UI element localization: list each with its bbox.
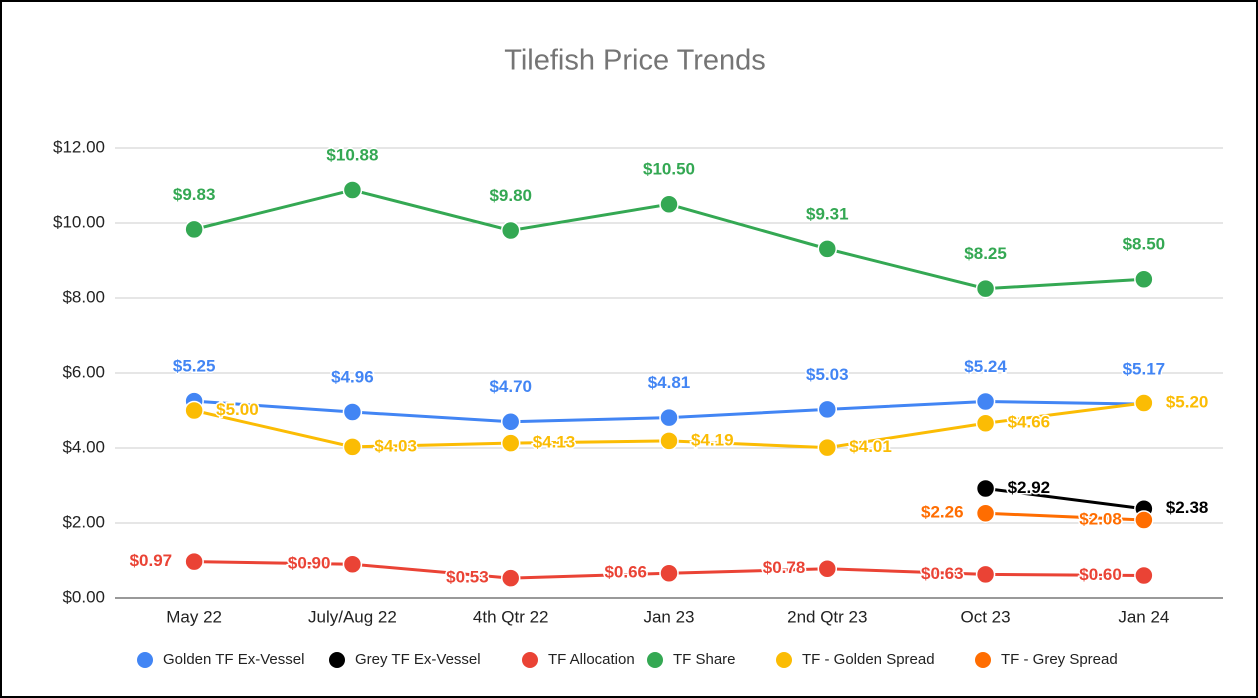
data-label: $9.80 xyxy=(489,186,532,205)
x-tick-label: Jan 24 xyxy=(1118,607,1169,626)
data-label: $2.08 xyxy=(1079,509,1122,528)
data-label: $5.25 xyxy=(173,357,216,376)
y-tick-label: $4.00 xyxy=(62,437,105,456)
data-label: $8.25 xyxy=(964,244,1007,263)
legend-label: TF Share xyxy=(673,651,736,668)
data-point xyxy=(975,278,996,299)
data-point xyxy=(659,194,679,214)
x-tick-label: 2nd Qtr 23 xyxy=(787,607,867,626)
data-point xyxy=(817,559,838,579)
series-line xyxy=(985,511,1144,522)
legend-marker xyxy=(522,652,538,668)
x-tick-label: July/Aug 22 xyxy=(308,607,397,626)
legend-label: Golden TF Ex-Vessel xyxy=(163,651,304,668)
data-label: $4.96 xyxy=(331,367,374,386)
data-label: $4.81 xyxy=(648,373,691,392)
x-tick-label: 4th Qtr 22 xyxy=(473,607,549,626)
data-label: $9.83 xyxy=(173,185,216,204)
y-tick-label: $10.00 xyxy=(53,212,105,231)
data-point xyxy=(500,220,521,241)
data-point xyxy=(975,503,996,523)
data-label: $0.78 xyxy=(763,558,806,577)
data-label: $4.70 xyxy=(489,377,532,396)
data-point xyxy=(184,400,204,421)
data-label: $2.38 xyxy=(1166,498,1209,517)
data-label: $0.66 xyxy=(604,563,647,582)
data-label: $5.24 xyxy=(964,357,1007,376)
data-point xyxy=(1134,393,1154,413)
series-line xyxy=(985,487,1145,511)
data-point xyxy=(975,413,996,433)
data-point xyxy=(975,391,996,412)
y-tick-label: $0.00 xyxy=(62,587,105,606)
legend-label: TF Allocation xyxy=(548,651,635,668)
data-point xyxy=(975,478,996,499)
data-point xyxy=(659,563,679,583)
data-label: $10.88 xyxy=(326,145,378,164)
data-label: $4.03 xyxy=(374,436,417,455)
data-label: $2.26 xyxy=(921,503,964,522)
data-label: $5.03 xyxy=(806,365,849,384)
data-point xyxy=(817,437,838,458)
data-label: $0.53 xyxy=(446,568,489,587)
data-label: $4.13 xyxy=(533,433,576,452)
data-label: $5.17 xyxy=(1123,360,1166,379)
x-tick-label: Jan 23 xyxy=(643,607,694,626)
data-label: $0.63 xyxy=(921,564,964,583)
data-point xyxy=(659,407,679,428)
data-point xyxy=(342,180,363,200)
data-point xyxy=(1134,269,1154,289)
data-point xyxy=(817,239,838,259)
data-point xyxy=(817,399,838,420)
chart-title: Tilefish Price Trends xyxy=(504,45,766,77)
legend-label: Grey TF Ex-Vessel xyxy=(355,651,481,668)
legend-marker xyxy=(329,652,345,668)
y-tick-label: $8.00 xyxy=(62,287,105,306)
x-tick-label: Oct 23 xyxy=(961,607,1011,626)
data-point xyxy=(1134,565,1154,586)
data-point xyxy=(342,554,363,574)
data-label: $9.31 xyxy=(806,204,849,223)
data-point xyxy=(500,412,521,432)
data-label: $4.01 xyxy=(849,437,892,456)
y-tick-label: $6.00 xyxy=(62,362,105,381)
legend-marker xyxy=(776,652,792,668)
data-label: $8.50 xyxy=(1123,235,1166,254)
legend-marker xyxy=(975,652,991,668)
data-point xyxy=(342,402,363,422)
data-label: $5.20 xyxy=(1166,392,1209,411)
data-point xyxy=(184,219,204,240)
legend-label: TF - Golden Spread xyxy=(802,651,935,668)
legend-marker xyxy=(137,652,153,668)
x-tick-label: May 22 xyxy=(166,607,222,626)
data-point xyxy=(500,568,521,588)
legend-marker xyxy=(647,652,663,668)
data-label: $0.97 xyxy=(130,551,173,570)
data-point xyxy=(342,437,363,457)
data-point xyxy=(975,564,996,585)
data-point xyxy=(184,551,204,572)
data-point xyxy=(500,433,521,453)
data-label: $5.00 xyxy=(216,400,259,419)
data-label: $2.92 xyxy=(1008,478,1051,497)
data-label: $4.66 xyxy=(1008,413,1051,432)
legend-label: TF - Grey Spread xyxy=(1001,651,1118,668)
y-tick-label: $12.00 xyxy=(53,137,105,156)
data-label: $0.90 xyxy=(288,554,331,573)
data-label: $10.50 xyxy=(643,160,695,179)
data-label: $4.19 xyxy=(691,430,734,449)
y-tick-label: $2.00 xyxy=(62,512,105,531)
data-point xyxy=(659,431,679,451)
data-point xyxy=(1134,510,1154,530)
data-label: $0.60 xyxy=(1079,565,1122,584)
